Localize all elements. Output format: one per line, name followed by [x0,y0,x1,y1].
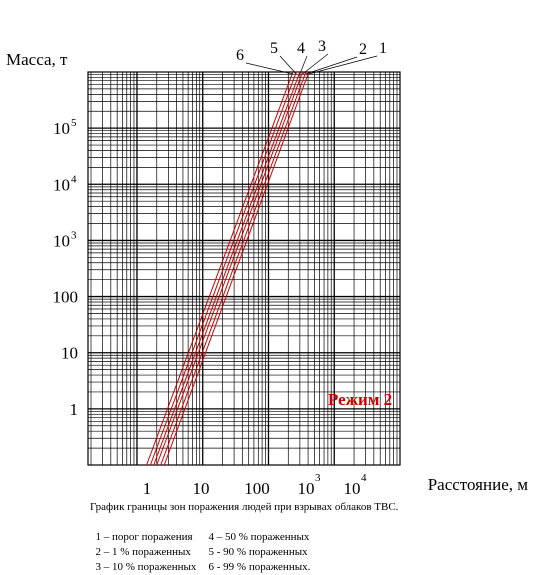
x-tick-exponent: 4 [361,472,367,484]
chart-series-lines [146,71,310,466]
y-tick-label: 10 [53,231,70,250]
y-tick-label: 100 [53,288,79,307]
y-tick-label: 10 [53,175,70,194]
legend-row-3: 3 – 10 % пораженных 6 - 99 % пораженных. [90,545,311,575]
series-label-5: 5 [270,40,278,57]
legend-item-3: 3 – 10 % пораженных [95,561,197,573]
series-line-6 [146,71,294,466]
chart-grid [87,71,401,466]
y-tick-exponent: 4 [71,173,77,185]
x-tick-label: 10 [298,479,315,498]
y-tick-exponent: 5 [71,117,77,129]
series-label-2: 2 [359,41,367,58]
series-line-2 [160,71,307,466]
x-tick-label: 100 [244,479,270,498]
x-axis-title: Расстояние, м [428,475,529,494]
legend-item-6: 6 - 99 % пораженных. [208,561,311,573]
x-tick-exponent: 3 [315,472,321,484]
legend-row-2: 2 – 1 % пораженных 5 - 90 % пораженных [90,530,308,560]
series-line-5 [149,71,297,466]
legend-item-2: 2 – 1 % пораженных [95,546,191,558]
chart-annotation: Режим 2 [328,390,392,409]
series-leader-3 [302,53,329,75]
y-tick-label: 10 [61,344,78,363]
figure-caption: График границы зон поражения людей при в… [90,501,399,513]
x-tick-label: 1 [143,479,152,498]
series-label-4: 4 [297,40,305,57]
legend-row-1: 1 – порог поражения 4 – 50 % пораженных [90,515,310,545]
series-leader-1 [308,55,378,75]
series-leader-2 [305,56,358,75]
series-leader-5 [279,55,297,75]
y-axis-title: Масса, т [6,50,68,69]
y-tick-label: 1 [70,400,79,419]
series-leader-4 [299,55,308,75]
plot-frame [87,71,401,466]
series-line-3 [156,71,304,466]
series-label-3: 3 [318,38,326,55]
series-label-6: 6 [236,47,244,64]
x-tick-label: 10 [344,479,361,498]
legend-item-1: 1 – порог поражения [95,531,193,543]
y-tick-label: 10 [53,119,70,138]
x-tick-label: 10 [193,479,210,498]
legend-item-5: 5 - 90 % пораженных [208,546,308,558]
series-label-1: 1 [379,40,387,57]
series-line-4 [153,71,301,466]
series-leader-6 [245,62,293,75]
y-tick-exponent: 3 [71,229,77,241]
series-line-1 [163,71,310,466]
legend-item-4: 4 – 50 % пораженных [208,531,310,543]
